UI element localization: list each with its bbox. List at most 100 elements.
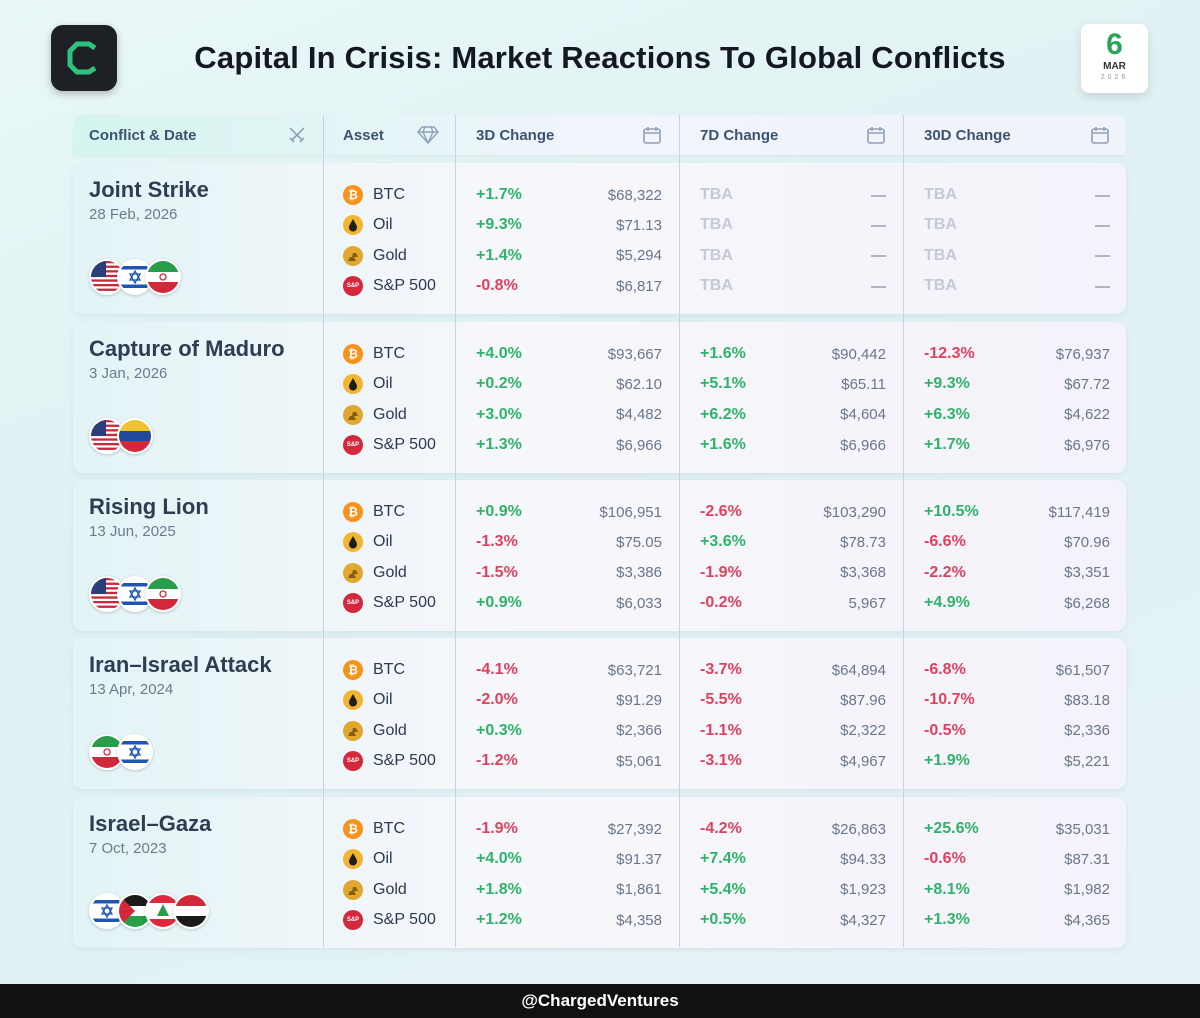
asset-label: S&P 500 (373, 277, 436, 295)
asset-item: Gold (343, 558, 453, 588)
change-cell: +4.0% $91.37 (476, 844, 662, 874)
price-value: $5,221 (1064, 752, 1110, 770)
price-value: — (871, 216, 886, 234)
conflict-date: 13 Jun, 2025 (89, 523, 176, 540)
change-column: TBA — TBA — TBA — TBA — (700, 180, 886, 301)
percent-change: -2.0% (476, 691, 518, 709)
asset-label: Oil (373, 691, 393, 709)
conflict-name: Joint Strike (89, 177, 209, 202)
percent-change: +4.0% (476, 850, 522, 868)
price-value: $76,937 (1055, 345, 1110, 363)
percent-change: +0.9% (476, 503, 522, 521)
asset-item: Gold (343, 716, 453, 746)
crossed-swords-icon (287, 125, 307, 145)
asset-label: S&P 500 (373, 911, 436, 929)
asset-item: S&P S&P 500 (343, 905, 453, 935)
percent-change: -0.8% (476, 277, 518, 295)
price-value: $4,327 (840, 911, 886, 929)
price-value: $5,294 (616, 247, 662, 265)
th-asset: Asset (327, 115, 455, 155)
price-value: $91.29 (616, 691, 662, 709)
price-value: $4,622 (1064, 406, 1110, 424)
change-column: -2.6% $103,290 +3.6% $78.73 -1.9% $3,368 -0.2%… (700, 497, 886, 618)
change-cell: +0.9% $6,033 (476, 588, 662, 618)
asset-item: Gold (343, 875, 453, 905)
percent-change: +0.2% (476, 375, 522, 393)
column-divider (455, 115, 456, 947)
change-cell: +1.9% $5,221 (924, 746, 1110, 776)
price-value: $6,966 (616, 436, 662, 454)
asset-item: S&P S&P 500 (343, 271, 453, 301)
change-cell: +1.7% $68,322 (476, 180, 662, 210)
price-value: $62.10 (616, 375, 662, 393)
oil-drop-icon (343, 215, 363, 236)
asset-item: ₿ BTC (343, 814, 453, 844)
price-value: $87.96 (840, 691, 886, 709)
asset-item: Gold (343, 400, 453, 430)
percent-change: +25.6% (924, 820, 979, 838)
price-value: $4,482 (616, 406, 662, 424)
conflict-name: Iran–Israel Attack (89, 652, 272, 677)
change-cell: +0.9% $106,951 (476, 497, 662, 527)
change-cell: +10.5% $117,419 (924, 497, 1110, 527)
percent-change: -4.2% (700, 820, 742, 838)
change-cell: -1.9% $3,368 (700, 558, 886, 588)
price-value: $2,322 (840, 722, 886, 740)
price-value: $1,861 (616, 881, 662, 899)
change-cell: -0.2% 5,967 (700, 588, 886, 618)
asset-item: ₿ BTC (343, 180, 453, 210)
change-column: -3.7% $64,894 -5.5% $87.96 -1.1% $2,322 -3.1% $… (700, 655, 886, 776)
gold-bars-icon (343, 562, 363, 583)
btc-icon: ₿ (343, 344, 363, 365)
percent-change: +1.6% (700, 436, 746, 454)
charged-ventures-logo (51, 25, 117, 91)
asset-label: S&P 500 (373, 436, 436, 454)
percent-change: +5.1% (700, 375, 746, 393)
percent-change: TBA (924, 277, 957, 295)
asset-label: BTC (373, 503, 405, 521)
percent-change: +9.3% (924, 375, 970, 393)
calendar-icon (1090, 125, 1110, 145)
price-value: — (1095, 247, 1110, 265)
change-cell: +9.3% $71.13 (476, 210, 662, 240)
percent-change: +1.9% (924, 752, 970, 770)
asset-list: ₿ BTC Oil Gold S&P S&P 500 (343, 180, 453, 301)
percent-change: -1.5% (476, 563, 518, 581)
change-cell: -4.1% $63,721 (476, 655, 662, 685)
gold-bars-icon (343, 879, 363, 900)
change-cell: TBA — (924, 210, 1110, 240)
percent-change: +1.6% (700, 345, 746, 363)
flag-il-icon (117, 576, 153, 612)
flags-group (89, 259, 181, 295)
flag-ir-icon (145, 576, 181, 612)
price-value: $70.96 (1064, 533, 1110, 551)
conflict-date: 3 Jan, 2026 (89, 365, 168, 382)
flags-group (89, 893, 209, 929)
flag-il-icon (89, 893, 125, 929)
price-value: $6,033 (616, 594, 662, 612)
price-value: — (871, 186, 886, 204)
change-cell: -4.2% $26,863 (700, 814, 886, 844)
asset-label: Gold (373, 721, 407, 739)
price-value: $91.37 (616, 850, 662, 868)
btc-icon: ₿ (343, 502, 363, 523)
price-value: $2,336 (1064, 722, 1110, 740)
asset-list: ₿ BTC Oil Gold S&P S&P 500 (343, 339, 453, 460)
change-column: +10.5% $117,419 -6.6% $70.96 -2.2% $3,351 +4.9… (924, 497, 1110, 618)
asset-list: ₿ BTC Oil Gold S&P S&P 500 (343, 497, 453, 618)
flag-ps-icon (117, 893, 153, 929)
change-cell: +1.8% $1,861 (476, 875, 662, 905)
percent-change: -10.7% (924, 691, 975, 709)
percent-change: +1.2% (476, 911, 522, 929)
percent-change: +1.7% (476, 186, 522, 204)
percent-change: -5.5% (700, 691, 742, 709)
change-cell: +6.3% $4,622 (924, 400, 1110, 430)
change-cell: -2.6% $103,290 (700, 497, 886, 527)
change-cell: -0.6% $87.31 (924, 844, 1110, 874)
oil-drop-icon (343, 374, 363, 395)
percent-change: +1.4% (476, 246, 522, 264)
percent-change: +3.6% (700, 533, 746, 551)
price-value: $90,442 (831, 345, 886, 363)
change-cell: +25.6% $35,031 (924, 814, 1110, 844)
sp500-icon: S&P (343, 910, 363, 931)
